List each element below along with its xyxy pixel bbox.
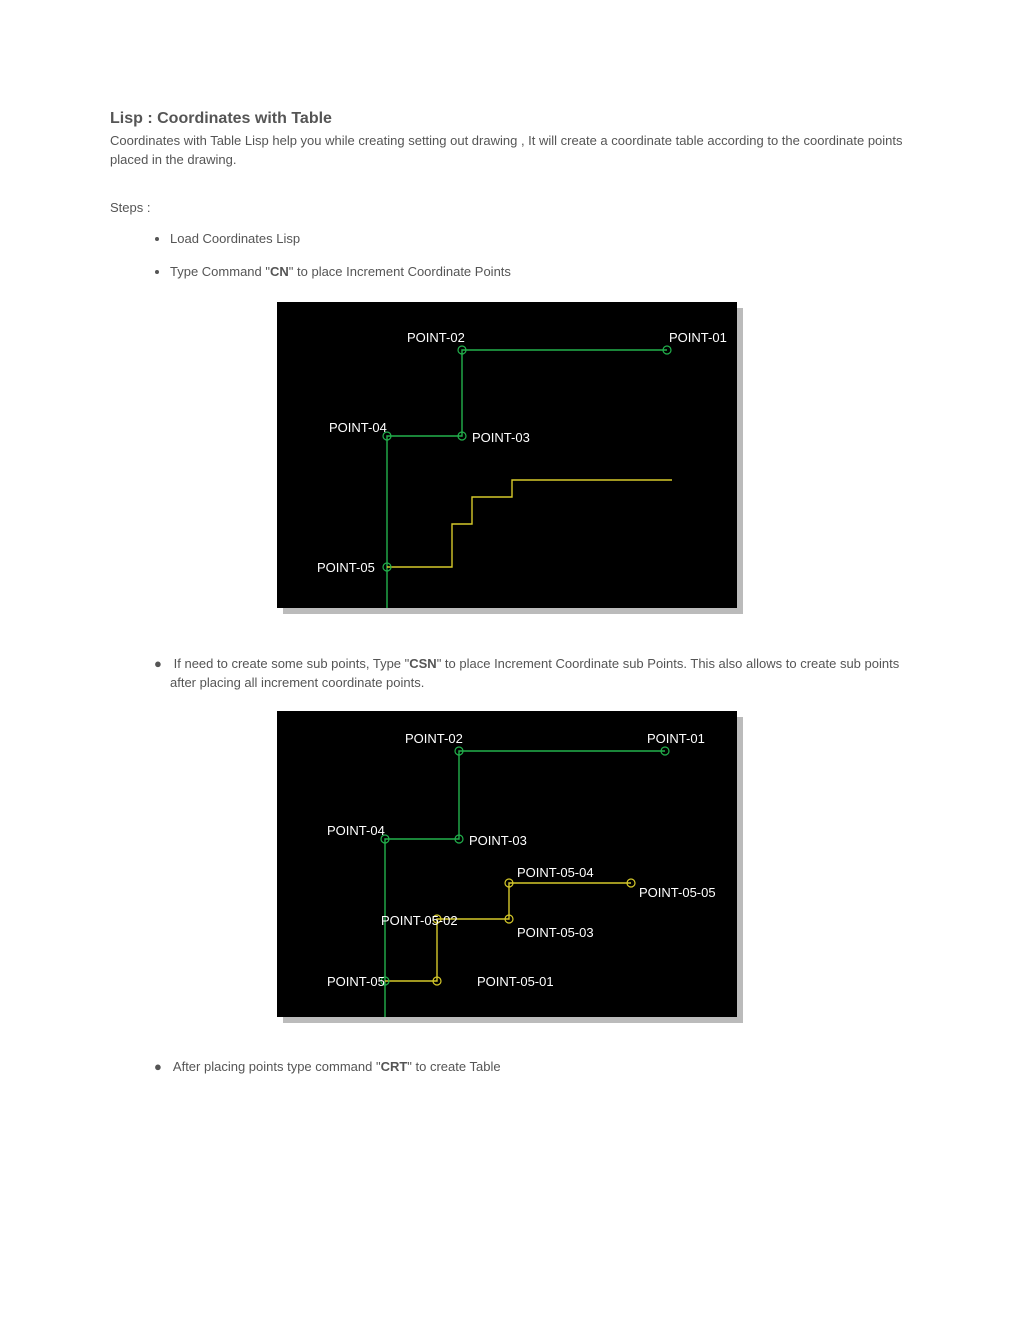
svg-text:POINT-05: POINT-05 <box>317 560 375 575</box>
bullet-icon: ● <box>154 1057 164 1077</box>
svg-text:POINT-01: POINT-01 <box>669 330 727 345</box>
svg-text:POINT-04: POINT-04 <box>327 823 385 838</box>
diagram-1-container: POINT-01 POINT-02 POINT-03 POINT-04 POINT-05 <box>110 302 910 614</box>
svg-text:POINT-02: POINT-02 <box>405 731 463 746</box>
svg-text:POINT-05-01: POINT-05-01 <box>477 974 554 989</box>
step-3-block: ● After placing points type command "CRT… <box>110 1057 910 1077</box>
svg-text:POINT-05: POINT-05 <box>327 974 385 989</box>
svg-text:POINT-05-04: POINT-05-04 <box>517 865 594 880</box>
svg-text:POINT-04: POINT-04 <box>329 420 387 435</box>
svg-text:POINT-05-05: POINT-05-05 <box>639 885 716 900</box>
step-2-cmd: CN <box>270 264 289 279</box>
diagram-2: POINT-01 POINT-02 POINT-03 POINT-04 POINT-05… <box>277 711 743 1023</box>
sub-step-cmd: CSN <box>409 656 436 671</box>
step-3-cmd: CRT <box>381 1059 408 1074</box>
svg-text:POINT-01: POINT-01 <box>647 731 705 746</box>
document-page: Lisp : Coordinates with Table Coordinate… <box>0 0 1020 1320</box>
step-2-pre: Type Command " <box>170 264 270 279</box>
svg-text:POINT-03: POINT-03 <box>469 833 527 848</box>
intro-paragraph: Coordinates with Table Lisp help you whi… <box>110 132 910 170</box>
step-3-post: " to create Table <box>407 1059 500 1074</box>
step-2: Type Command "CN" to place Increment Coo… <box>170 262 910 282</box>
sub-step-block: ● If need to create some sub points, Typ… <box>110 654 910 693</box>
step-1: Load Coordinates Lisp <box>170 229 910 249</box>
svg-text:POINT-05-03: POINT-05-03 <box>517 925 594 940</box>
page-title: Lisp : Coordinates with Table <box>110 110 910 128</box>
svg-text:POINT-05-02: POINT-05-02 <box>381 913 458 928</box>
bullet-icon: ● <box>154 654 164 674</box>
step-2-post: " to place Increment Coordinate Points <box>289 264 511 279</box>
svg-text:POINT-03: POINT-03 <box>472 430 530 445</box>
sub-step-pre: If need to create some sub points, Type … <box>174 656 410 671</box>
svg-text:POINT-02: POINT-02 <box>407 330 465 345</box>
steps-label: Steps : <box>110 200 910 215</box>
step-3-pre: After placing points type command " <box>173 1059 381 1074</box>
diagram-2-container: POINT-01 POINT-02 POINT-03 POINT-04 POINT-05… <box>110 711 910 1023</box>
diagram-1: POINT-01 POINT-02 POINT-03 POINT-04 POINT-05 <box>277 302 743 614</box>
steps-list: Load Coordinates Lisp Type Command "CN" … <box>110 229 910 282</box>
